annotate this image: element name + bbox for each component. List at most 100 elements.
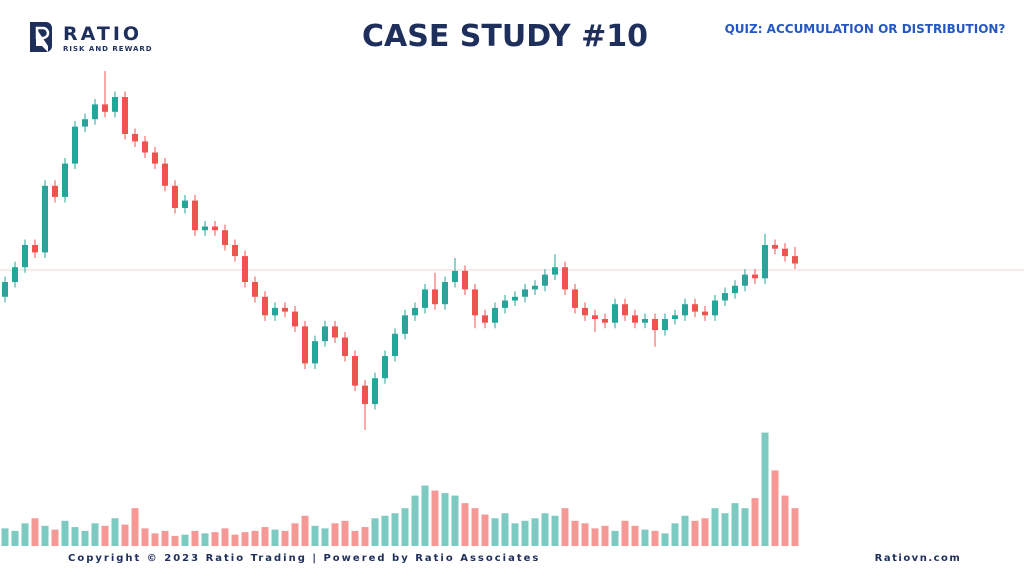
volume-bar xyxy=(261,527,269,546)
volume-bar xyxy=(131,508,139,546)
candle-body xyxy=(252,282,258,297)
volume-bar xyxy=(221,528,229,546)
candle-body xyxy=(72,126,78,164)
volume-bar xyxy=(401,508,409,546)
volume-bar xyxy=(341,520,349,546)
volume-bar xyxy=(621,520,629,546)
candle-body xyxy=(632,315,638,323)
volume-bar xyxy=(561,508,569,546)
candle-body xyxy=(342,337,348,356)
volume-bar xyxy=(761,432,769,546)
candle-body xyxy=(462,270,468,290)
volume-bar xyxy=(611,530,619,546)
volume-bar xyxy=(751,498,759,546)
volume-bar xyxy=(741,508,749,546)
candle-body xyxy=(502,300,508,308)
candle-body xyxy=(692,304,698,312)
candle-body xyxy=(52,185,58,197)
site-link[interactable]: Ratiovn.com xyxy=(875,553,962,564)
volume-bar xyxy=(531,518,539,546)
volume-bar xyxy=(571,520,579,546)
candle-body xyxy=(702,311,708,316)
candle-body xyxy=(582,307,588,316)
volume-bar xyxy=(591,528,599,546)
candle-body xyxy=(282,307,288,312)
candle-body xyxy=(432,289,438,305)
volume-bar xyxy=(671,523,679,546)
candle-body xyxy=(712,300,718,316)
candle-body xyxy=(762,245,768,279)
volume-bar xyxy=(101,525,109,546)
volume-bar xyxy=(191,530,199,546)
volume-bar xyxy=(731,503,739,546)
candle-body xyxy=(722,293,728,301)
candle-body xyxy=(752,274,758,279)
volume-bar xyxy=(41,525,49,546)
volume-bar xyxy=(661,533,669,546)
logo-mark xyxy=(35,26,50,49)
volume-bar xyxy=(241,532,249,546)
candle-body xyxy=(512,296,518,301)
candle-body xyxy=(332,326,338,338)
volume-bar xyxy=(361,527,369,546)
candle-body xyxy=(652,319,658,331)
volume-bar xyxy=(21,523,29,546)
volume-bar xyxy=(71,527,79,546)
candle-body xyxy=(552,267,558,275)
volume-bar xyxy=(681,515,689,546)
volume-bar xyxy=(321,528,329,546)
candle-body xyxy=(242,256,248,282)
volume-bar xyxy=(111,518,119,546)
candle-body xyxy=(352,356,358,386)
volume-bar xyxy=(641,529,649,546)
candle-body xyxy=(392,333,398,356)
volume-bar xyxy=(381,515,389,546)
tagline: RISK AND REWARD xyxy=(63,45,153,53)
candle-body xyxy=(322,326,328,342)
candle-body xyxy=(142,141,148,153)
candle-body xyxy=(472,289,478,316)
volume-bar xyxy=(121,524,129,546)
candle-body xyxy=(212,226,218,231)
volume-bar xyxy=(511,523,519,546)
volume-bar xyxy=(711,508,719,546)
candle-body xyxy=(272,307,278,316)
volume-bar xyxy=(791,508,799,546)
candle-body xyxy=(732,285,738,294)
volume-bar xyxy=(421,485,429,546)
candle-body xyxy=(522,289,528,297)
candle-body xyxy=(262,296,268,316)
candle-body xyxy=(302,326,308,364)
volume-bar xyxy=(171,535,179,546)
volume-bar xyxy=(491,518,499,546)
candle-body xyxy=(372,378,378,405)
volume-bar xyxy=(231,534,239,546)
quiz: QUIZ: ACCUMULATION OR DISTRIBUTION? xyxy=(725,22,1006,36)
candle-body xyxy=(612,304,618,323)
candle-body xyxy=(482,315,488,323)
volume-bar xyxy=(181,534,189,546)
volume-bar xyxy=(1,528,9,546)
volume-bar xyxy=(771,470,779,546)
candle-body xyxy=(82,119,88,127)
volume-bar xyxy=(691,520,699,546)
volume-bar xyxy=(251,530,259,546)
volume-bar xyxy=(631,525,639,546)
volume-bar xyxy=(201,533,209,546)
volume-bar xyxy=(651,530,659,546)
candle-body xyxy=(172,185,178,208)
candle-body xyxy=(602,319,608,323)
candle-body xyxy=(682,304,688,316)
candle-body xyxy=(132,134,138,142)
volume-bar xyxy=(371,518,379,546)
candle-body xyxy=(622,304,628,316)
candle-body xyxy=(402,315,408,334)
candle-body xyxy=(452,270,458,282)
volume-bar xyxy=(721,513,729,546)
title: CASE STUDY #10 xyxy=(362,19,648,54)
candle-body xyxy=(532,285,538,290)
candle-body xyxy=(92,104,98,120)
candle-body xyxy=(742,274,748,286)
candle-body xyxy=(422,289,428,308)
candle-body xyxy=(162,163,168,186)
